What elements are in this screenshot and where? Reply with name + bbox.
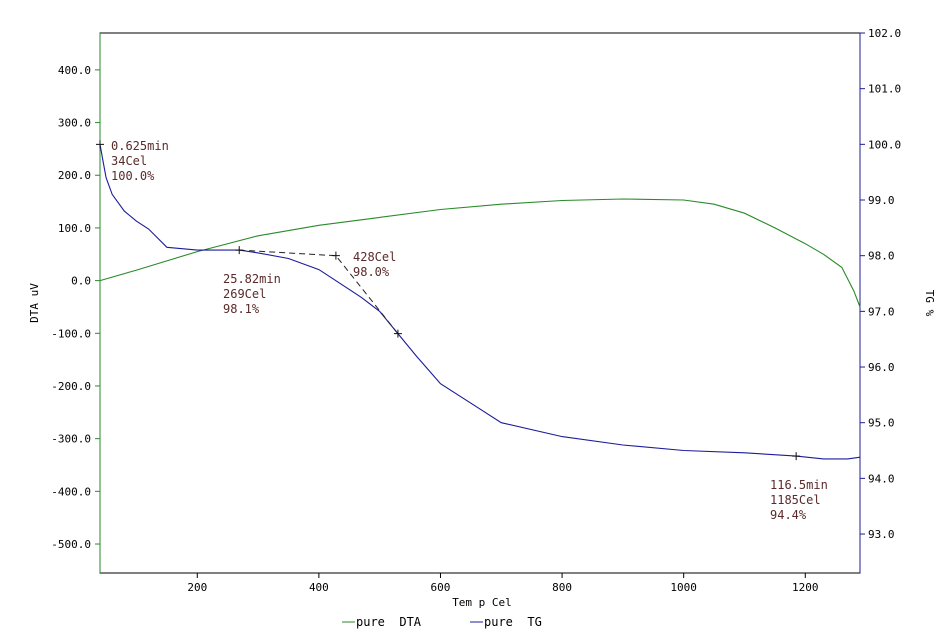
right-tick-label: 97.0	[868, 305, 895, 318]
annotation-extrapolated-line-1: 428Cel	[353, 250, 396, 264]
point-marker	[235, 246, 244, 255]
point-marker	[393, 329, 402, 338]
right-tick-label: 100.0	[868, 138, 901, 151]
left-tick-label: -300.0	[51, 433, 91, 446]
left-axis-ticks: 400.0 300.0 200.0 100.0 0.0 -100.0 -200.0 -300.…	[51, 64, 100, 551]
marker-group	[96, 140, 801, 461]
right-tick-label: 101.0	[868, 83, 901, 96]
left-tick-label: 100.0	[58, 222, 91, 235]
point-marker	[96, 140, 104, 149]
x-axis-ticks: 200 400 600 800 1000 1200	[187, 573, 819, 594]
series-group	[99, 144, 861, 460]
right-axis-ticks: 102.0 101.0 100.0 99.0 98.0 97.0 96.0 95.0 94.0 9…	[860, 27, 901, 541]
left-tick-label: -500.0	[51, 538, 91, 551]
x-tick-label: 200	[187, 581, 207, 594]
left-tick-label: 0.0	[71, 275, 91, 288]
annotation-end: 116.5min 1185Cel 94.4%	[770, 478, 835, 522]
left-tick-label: 200.0	[58, 169, 91, 182]
annotation-start-line-3: 100.0%	[111, 169, 155, 183]
annotation-extrapolated-line-2: 98.0%	[353, 265, 390, 279]
tangent-line	[239, 249, 399, 334]
legend-tg-label: pure TG	[484, 615, 542, 629]
annotation-extrapolated: 428Cel 98.0%	[353, 250, 404, 279]
tg-series-line	[99, 144, 861, 460]
annotation-start-line-2: 34Cel	[111, 154, 147, 168]
left-tick-label: -100.0	[51, 327, 91, 340]
annotation-end-line-1: 116.5min	[770, 478, 828, 492]
left-tick-label: -200.0	[51, 380, 91, 393]
x-tick-label: 1000	[670, 581, 697, 594]
right-tick-label: 98.0	[868, 250, 895, 263]
annotation-onset-line-1: 25.82min	[223, 272, 281, 286]
right-tick-label: 94.0	[868, 472, 895, 485]
point-marker	[792, 452, 801, 461]
x-tick-label: 800	[552, 581, 572, 594]
annotation-start: 0.625min 34Cel 100.0%	[111, 139, 176, 183]
left-tick-label: 400.0	[58, 64, 91, 77]
annotation-end-line-2: 1185Cel	[770, 493, 821, 507]
right-tick-label: 99.0	[868, 194, 895, 207]
right-axis-title: TG %	[923, 290, 936, 317]
left-tick-label: -400.0	[51, 485, 91, 498]
point-marker	[331, 251, 340, 260]
right-tick-label: 93.0	[868, 528, 895, 541]
plot-frame	[99, 32, 861, 574]
annotation-onset: 25.82min 269Cel 98.1%	[223, 272, 288, 316]
dta-series-line	[99, 198, 861, 308]
x-axis-title: Tem p Cel	[452, 596, 512, 609]
x-tick-label: 400	[309, 581, 329, 594]
annotation-start-line-1: 0.625min	[111, 139, 169, 153]
left-axis-title: DTA uV	[28, 283, 41, 323]
legend: pure DTA pure TG	[342, 615, 542, 629]
x-tick-label: 600	[431, 581, 451, 594]
right-tick-label: 96.0	[868, 361, 895, 374]
right-tick-label: 102.0	[868, 27, 901, 40]
right-tick-label: 95.0	[868, 417, 895, 430]
annotation-end-line-3: 94.4%	[770, 508, 807, 522]
annotation-onset-line-3: 98.1%	[223, 302, 260, 316]
annotation-onset-line-2: 269Cel	[223, 287, 266, 301]
left-tick-label: 300.0	[58, 117, 91, 130]
legend-dta-label: pure DTA	[356, 615, 422, 629]
x-tick-label: 1200	[792, 581, 819, 594]
